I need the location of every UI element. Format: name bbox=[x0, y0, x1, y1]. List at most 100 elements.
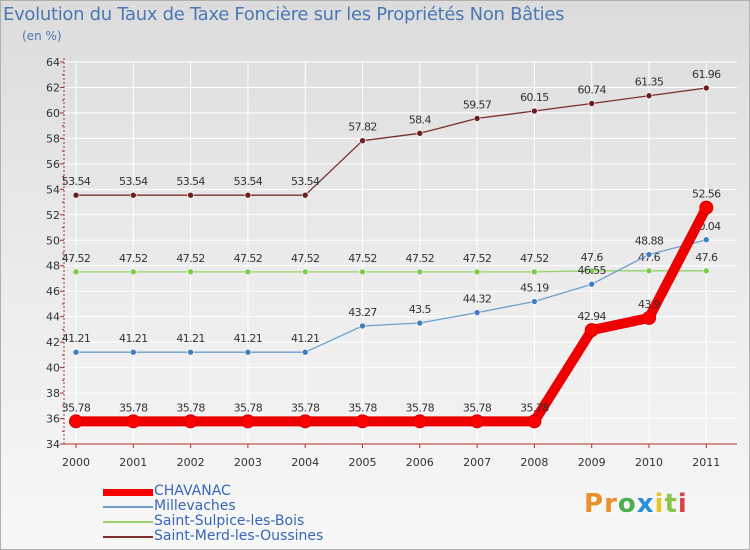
data-label-millevaches-2002: 41.21 bbox=[176, 332, 205, 345]
data-point-chavanac-2005 bbox=[355, 414, 370, 429]
series-line-chavanac bbox=[71, 202, 712, 427]
logo-letter: i bbox=[677, 489, 688, 519]
data-point-millevaches-2008 bbox=[531, 298, 538, 305]
data-point-saint-sulpice-les-bois-2011 bbox=[702, 267, 710, 275]
data-point-millevaches-2011 bbox=[702, 236, 710, 244]
logo-letter: o bbox=[617, 489, 637, 519]
data-point-saint-merd-les-oussines-2010 bbox=[645, 92, 653, 100]
data-point-saint-merd-les-oussines-2006 bbox=[416, 130, 424, 137]
legend-label-saint-merd-les-oussines: Saint-Merd-les-Oussines bbox=[154, 528, 324, 544]
data-point-millevaches-2006 bbox=[416, 319, 424, 327]
data-label-saint-sulpice-les-bois-2007: 47.52 bbox=[463, 252, 492, 265]
series-line-saint-merd-les-oussines bbox=[75, 87, 707, 196]
legend-label-millevaches: Millevaches bbox=[154, 498, 236, 514]
data-point-chavanac-2010 bbox=[642, 310, 656, 325]
data-point-saint-merd-les-oussines-2001 bbox=[130, 191, 137, 199]
x-tick-label-2006: 2006 bbox=[406, 456, 434, 469]
legend-swatch-saint-sulpice-les-bois bbox=[103, 521, 153, 523]
data-point-millevaches-2005 bbox=[359, 322, 366, 330]
data-label-millevaches-2010: 48.88 bbox=[635, 235, 664, 248]
series-line-millevaches bbox=[75, 239, 707, 353]
data-label-saint-merd-les-oussines-2006: 58.4 bbox=[409, 113, 432, 126]
data-point-saint-sulpice-les-bois-2006 bbox=[416, 268, 424, 276]
data-label-chavanac-2000: 35.78 bbox=[62, 401, 91, 414]
y-tick-label-60: 60 bbox=[46, 107, 60, 120]
data-label-saint-merd-les-oussines-2001: 53.54 bbox=[119, 175, 148, 188]
data-point-chavanac-2007 bbox=[470, 414, 485, 429]
data-point-chavanac-2004 bbox=[298, 414, 313, 429]
data-point-millevaches-2004 bbox=[301, 348, 309, 356]
legend-label-saint-sulpice-les-bois: Saint-Sulpice-les-Bois bbox=[154, 513, 305, 529]
data-label-chavanac-2006: 35.78 bbox=[406, 401, 435, 414]
data-label-saint-sulpice-les-bois-2003: 47.52 bbox=[234, 252, 263, 265]
data-label-chavanac-2010: 43.9 bbox=[638, 298, 661, 311]
y-tick-label-62: 62 bbox=[46, 81, 60, 94]
x-tick-label-2002: 2002 bbox=[177, 456, 205, 469]
legend-swatch-chavanac bbox=[103, 488, 153, 496]
y-tick-label-46: 46 bbox=[46, 285, 60, 298]
data-label-saint-sulpice-les-bois-2000: 47.52 bbox=[62, 252, 91, 265]
x-tick-label-2008: 2008 bbox=[520, 456, 548, 469]
data-point-chavanac-2001 bbox=[126, 414, 141, 429]
data-label-saint-sulpice-les-bois-2005: 47.52 bbox=[348, 252, 377, 265]
x-tick-label-2009: 2009 bbox=[578, 456, 606, 469]
data-label-chavanac-2011: 52.56 bbox=[692, 188, 721, 201]
data-label-saint-merd-les-oussines-2003: 53.54 bbox=[234, 175, 263, 188]
data-point-saint-merd-les-oussines-2000 bbox=[72, 191, 80, 199]
data-point-saint-sulpice-les-bois-2002 bbox=[187, 268, 194, 276]
logo-letter: x bbox=[636, 489, 655, 519]
data-point-saint-merd-les-oussines-2003 bbox=[244, 191, 252, 199]
data-label-chavanac-2007: 35.78 bbox=[463, 401, 492, 414]
data-label-millevaches-2009: 46.55 bbox=[577, 264, 606, 277]
data-label-saint-sulpice-les-bois-2001: 47.52 bbox=[119, 252, 148, 265]
legend-label-chavanac: CHAVANAC bbox=[154, 483, 231, 499]
y-tick-label-38: 38 bbox=[46, 387, 60, 400]
data-label-saint-merd-les-oussines-2000: 53.54 bbox=[62, 175, 91, 188]
logo-letter: P bbox=[584, 489, 605, 519]
logo-letter: r bbox=[604, 489, 618, 519]
data-point-saint-merd-les-oussines-2009 bbox=[588, 100, 596, 107]
data-label-millevaches-2008: 45.19 bbox=[520, 282, 549, 295]
y-tick-label-36: 36 bbox=[46, 413, 60, 426]
data-point-saint-merd-les-oussines-2007 bbox=[473, 115, 481, 122]
x-tick-label-2011: 2011 bbox=[692, 456, 720, 469]
legend-swatch-millevaches bbox=[103, 506, 153, 508]
data-point-saint-sulpice-les-bois-2003 bbox=[244, 268, 252, 276]
data-label-saint-merd-les-oussines-2005: 57.82 bbox=[348, 121, 377, 134]
y-tick-label-44: 44 bbox=[46, 311, 60, 324]
data-label-millevaches-2001: 41.21 bbox=[119, 332, 148, 345]
x-tick-label-2005: 2005 bbox=[349, 456, 377, 469]
y-tick-label-50: 50 bbox=[46, 234, 60, 247]
data-point-saint-merd-les-oussines-2011 bbox=[702, 84, 710, 92]
y-tick-label-54: 54 bbox=[46, 183, 60, 196]
data-point-chavanac-2003 bbox=[240, 414, 255, 429]
data-point-saint-sulpice-les-bois-2000 bbox=[72, 268, 80, 276]
data-label-chavanac-2003: 35.78 bbox=[234, 401, 263, 414]
data-point-saint-sulpice-les-bois-2005 bbox=[359, 268, 366, 276]
y-tick-label-48: 48 bbox=[46, 260, 60, 273]
data-label-saint-merd-les-oussines-2004: 53.54 bbox=[291, 175, 320, 188]
data-label-millevaches-2003: 41.21 bbox=[234, 332, 263, 345]
x-tick-label-2003: 2003 bbox=[234, 456, 262, 469]
data-point-chavanac-2011 bbox=[699, 200, 714, 215]
data-label-millevaches-2000: 41.21 bbox=[62, 332, 91, 345]
proxiti-logo: Proxiti bbox=[584, 489, 688, 519]
data-point-chavanac-2009 bbox=[584, 323, 599, 338]
series-line-saint-sulpice-les-bois bbox=[75, 270, 707, 273]
y-axis-unit-label: (en %) bbox=[22, 29, 62, 43]
data-label-saint-merd-les-oussines-2010: 61.35 bbox=[635, 76, 664, 89]
data-label-millevaches-2007: 44.32 bbox=[463, 293, 492, 306]
data-label-millevaches-2005: 43.27 bbox=[348, 306, 377, 319]
data-point-saint-merd-les-oussines-2005 bbox=[359, 137, 366, 144]
y-tick-label-42: 42 bbox=[46, 336, 60, 349]
data-label-saint-merd-les-oussines-2007: 59.57 bbox=[463, 98, 492, 111]
x-tick-label-2000: 2000 bbox=[62, 456, 90, 469]
data-point-saint-sulpice-les-bois-2010 bbox=[645, 267, 653, 275]
data-point-chavanac-2002 bbox=[183, 414, 198, 429]
data-label-chavanac-2001: 35.78 bbox=[119, 401, 148, 414]
data-label-millevaches-2004: 41.21 bbox=[291, 332, 320, 345]
data-point-millevaches-2001 bbox=[130, 348, 137, 356]
data-point-millevaches-2000 bbox=[72, 348, 80, 356]
